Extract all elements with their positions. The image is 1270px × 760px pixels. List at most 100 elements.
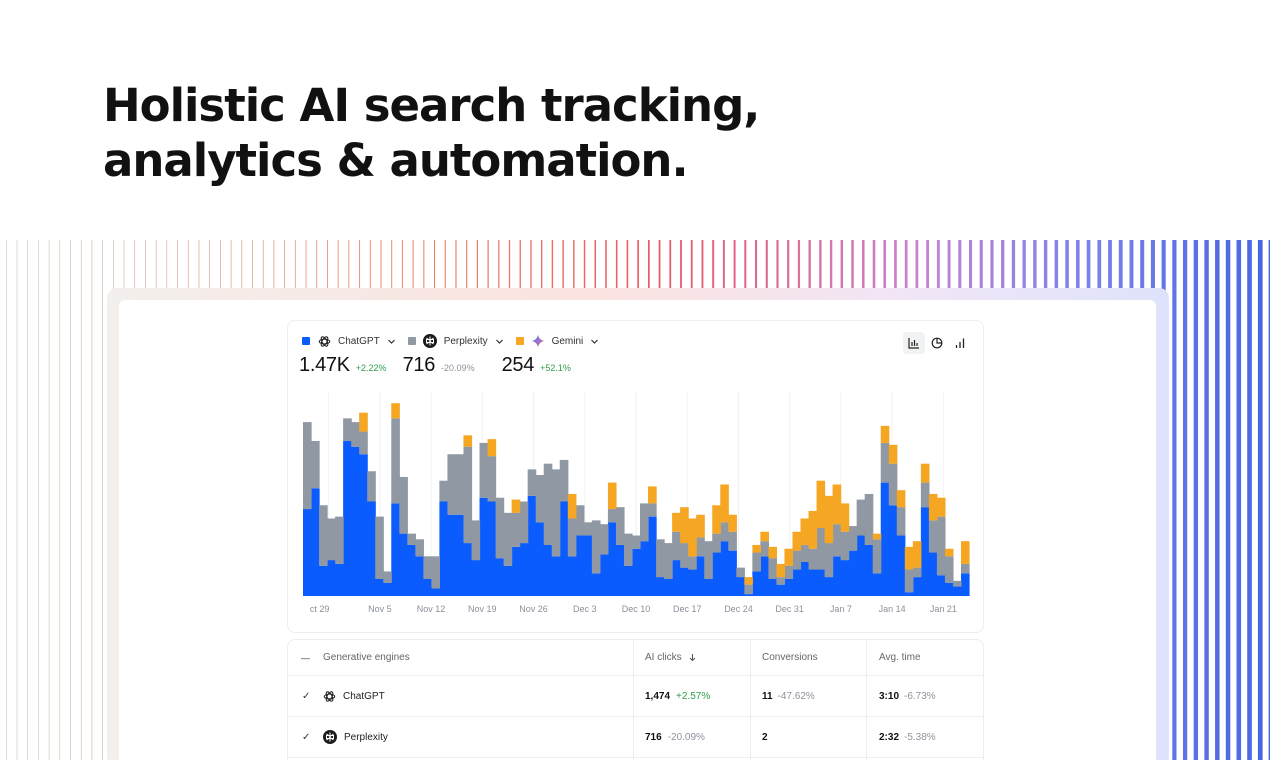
chart-segment-perplexity <box>792 550 802 570</box>
chart-segment-gemini <box>912 541 922 568</box>
col-header-conversions[interactable]: Conversions <box>762 652 818 663</box>
chart-segment-chatgpt <box>760 556 769 596</box>
decorative-stripe <box>1268 240 1270 760</box>
chart-segment-chatgpt <box>672 560 681 596</box>
legend-item-gemini[interactable]: Gemini <box>515 334 600 348</box>
chart-segment-chatgpt <box>471 560 481 596</box>
chart-segment-perplexity <box>728 531 737 551</box>
legend-label-perplexity: Perplexity <box>443 335 488 347</box>
metric-chatgpt-change: +2.22% <box>355 363 387 373</box>
chart-segment-perplexity <box>720 522 729 542</box>
chart-segment-chatgpt <box>728 550 737 596</box>
chart-segment-gemini <box>792 531 802 551</box>
chart-segment-perplexity <box>415 539 424 557</box>
chart-segment-chatgpt <box>856 535 866 596</box>
chart-segment-gemini <box>487 439 497 457</box>
chart-segment-perplexity <box>319 505 328 566</box>
chart-segment-gemini <box>607 482 617 510</box>
chart-segment-chatgpt <box>303 509 312 596</box>
chart-segment-perplexity <box>343 418 352 442</box>
chart-segment-chatgpt <box>736 577 745 596</box>
chevron-down-icon <box>590 337 599 346</box>
chart-segment-gemini <box>904 546 914 570</box>
legend-item-chatgpt[interactable]: ChatGPT <box>302 334 396 348</box>
row-avg-time: 2:32 -5.38% <box>879 717 936 757</box>
x-tick-label: Dec 31 <box>775 604 804 614</box>
chart-segment-chatgpt <box>816 569 826 596</box>
decorative-stripe <box>80 240 82 760</box>
chart-segment-perplexity <box>503 512 513 566</box>
table-row[interactable]: ✓ ChatGPT 1,474 +2.57% 11 -47.62% 3:10 -… <box>288 676 983 717</box>
chart-segment-chatgpt <box>696 556 705 596</box>
chart-segment-perplexity <box>479 442 489 498</box>
decorative-stripe <box>27 240 28 760</box>
chart-segment-chatgpt <box>952 586 962 596</box>
column-divider <box>866 640 867 760</box>
chart-segment-chatgpt <box>447 514 457 596</box>
chart-segment-chatgpt <box>832 556 842 596</box>
collapse-all-button[interactable]: — <box>301 640 310 675</box>
chart-segment-perplexity <box>816 527 826 570</box>
chart-segment-perplexity <box>656 539 665 578</box>
row-conversions-value: 2 <box>762 731 768 743</box>
decorative-stripe <box>48 240 50 760</box>
row-conversions: 11 -47.62% <box>762 676 815 716</box>
chart-segment-perplexity <box>567 518 577 557</box>
chart-segment-chatgpt <box>599 554 609 596</box>
chart-segment-chatgpt <box>848 550 858 596</box>
decorative-stripe <box>1172 240 1177 760</box>
table-row[interactable]: ✓ Perplexity 716 -20.09% 2 2:32 -5.38% <box>288 717 983 758</box>
chart-segment-gemini <box>816 480 826 528</box>
chart-segment-perplexity <box>439 480 449 502</box>
chart-segment-chatgpt <box>383 582 392 596</box>
chart-segment-perplexity <box>351 422 360 447</box>
decorative-stripe <box>1257 240 1263 760</box>
chart-segment-chatgpt <box>631 548 641 596</box>
chart-segment-chatgpt <box>784 578 794 596</box>
row-engine: ChatGPT <box>323 676 385 716</box>
perplexity-icon <box>422 334 437 348</box>
chart-segment-chatgpt <box>880 482 890 596</box>
chart-segment-chatgpt <box>768 578 778 596</box>
chart-segment-chatgpt <box>824 577 834 596</box>
column-view-button[interactable] <box>949 332 971 354</box>
row-checkmark-icon[interactable]: ✓ <box>302 731 311 743</box>
chart-segment-chatgpt <box>527 495 537 596</box>
chart-segment-perplexity <box>848 526 858 551</box>
chart-segment-perplexity <box>752 552 761 572</box>
col-header-ai-clicks[interactable]: AI clicks <box>645 640 697 675</box>
x-tick-label: Nov 5 <box>368 604 392 614</box>
metric-chatgpt-value: 1.47K <box>299 354 350 376</box>
chart-segment-gemini <box>391 403 400 419</box>
chart-segment-chatgpt <box>583 535 593 596</box>
row-checkmark-icon[interactable]: ✓ <box>302 690 311 702</box>
bar-chart-icon <box>908 338 919 349</box>
chart-segment-chatgpt <box>391 503 400 596</box>
row-clicks-change: +2.57% <box>676 690 711 702</box>
chart-segment-chatgpt <box>656 577 665 596</box>
chart-segment-chatgpt <box>327 560 336 596</box>
chart-segment-chatgpt <box>407 544 416 596</box>
pie-view-button[interactable] <box>926 332 948 354</box>
legend-item-perplexity[interactable]: Perplexity <box>407 334 504 348</box>
chart-segment-chatgpt <box>896 535 906 596</box>
row-ai-clicks: 716 -20.09% <box>645 717 705 757</box>
chart-segment-perplexity <box>680 543 689 568</box>
chart-segment-gemini <box>888 444 898 464</box>
chart-segment-perplexity <box>864 493 874 545</box>
chart-segment-perplexity <box>375 516 384 579</box>
chart-segment-chatgpt <box>904 592 914 596</box>
chart-segment-chatgpt <box>688 569 697 596</box>
chart-segment-chatgpt <box>399 533 408 596</box>
stacked-bar-view-button[interactable] <box>903 332 925 354</box>
chart-segment-perplexity <box>463 446 473 544</box>
chart-segment-gemini <box>800 518 810 545</box>
col-header-avg-time[interactable]: Avg. time <box>879 652 921 663</box>
chart-segment-chatgpt <box>872 573 882 596</box>
chart-segment-chatgpt <box>792 569 802 596</box>
decorative-stripe <box>91 240 93 760</box>
chart-segment-chatgpt <box>664 578 673 596</box>
chart-segment-perplexity <box>615 507 625 545</box>
chart-segment-gemini <box>672 512 681 532</box>
chart-segment-gemini <box>928 493 938 521</box>
